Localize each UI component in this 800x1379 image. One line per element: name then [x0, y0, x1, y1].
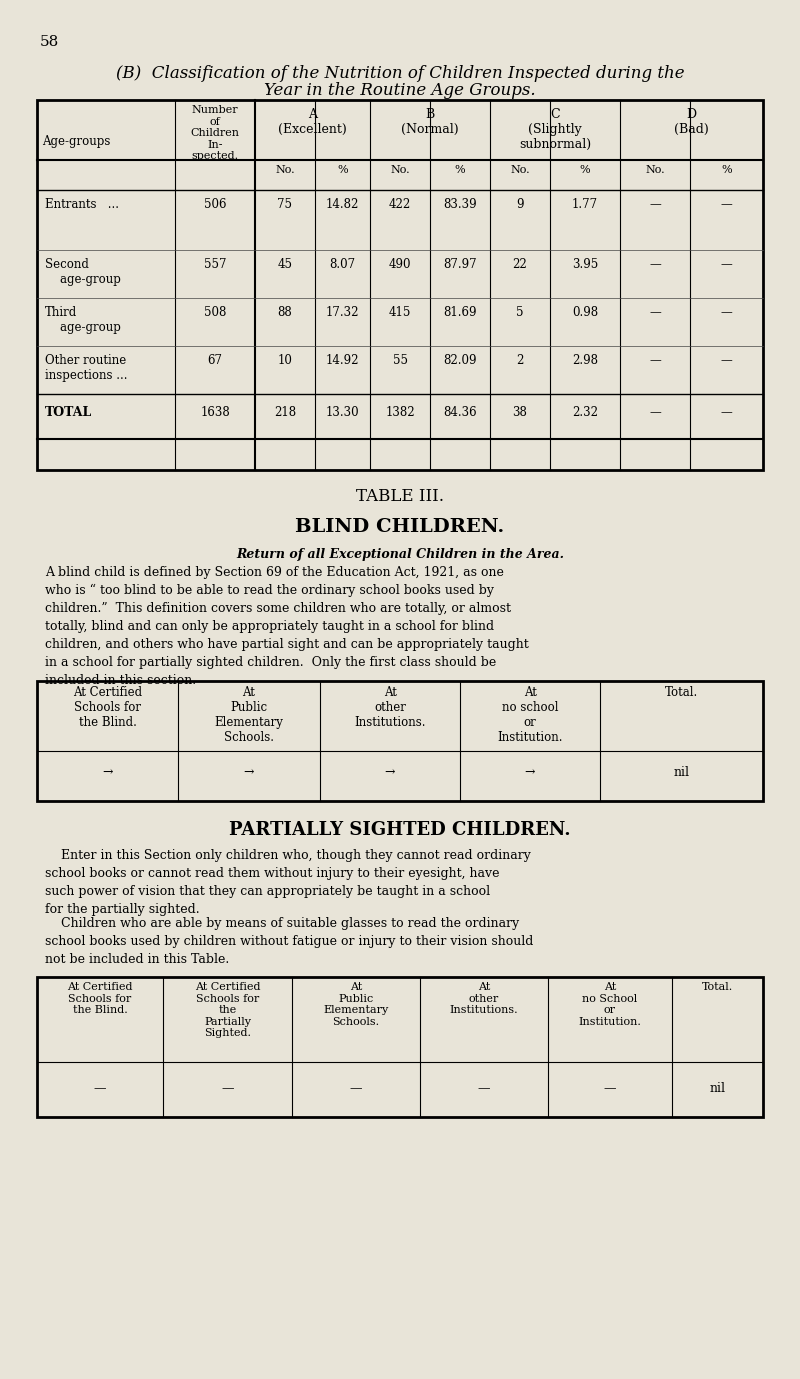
Text: At Certified
Schools for
the Blind.: At Certified Schools for the Blind. [67, 982, 133, 1015]
Text: —: — [649, 258, 661, 272]
Text: 45: 45 [278, 258, 293, 272]
Text: 81.69: 81.69 [443, 306, 477, 319]
Text: TABLE III.: TABLE III. [356, 488, 444, 505]
Text: TOTAL: TOTAL [45, 405, 92, 419]
Text: —: — [94, 1083, 106, 1095]
Text: 87.97: 87.97 [443, 258, 477, 272]
Text: 75: 75 [278, 199, 293, 211]
Text: 22: 22 [513, 258, 527, 272]
Text: PARTIALLY SIGHTED CHILDREN.: PARTIALLY SIGHTED CHILDREN. [229, 821, 571, 838]
Text: Entrants   ...: Entrants ... [45, 199, 119, 211]
Text: (B)  Classification of the Nutrition of Children Inspected during the: (B) Classification of the Nutrition of C… [116, 65, 684, 81]
Text: →: → [102, 765, 113, 779]
Text: —: — [721, 306, 732, 319]
Text: —: — [721, 354, 732, 367]
Text: No.: No. [510, 165, 530, 175]
Text: 17.32: 17.32 [326, 306, 359, 319]
Text: 84.36: 84.36 [443, 405, 477, 419]
Text: At
no school
or
Institution.: At no school or Institution. [498, 685, 562, 745]
Text: —: — [649, 354, 661, 367]
Text: 55: 55 [393, 354, 407, 367]
Text: 557: 557 [204, 258, 226, 272]
Text: 83.39: 83.39 [443, 199, 477, 211]
Text: 1.77: 1.77 [572, 199, 598, 211]
Text: At
Public
Elementary
Schools.: At Public Elementary Schools. [214, 685, 283, 745]
Text: —: — [350, 1083, 362, 1095]
Text: —: — [721, 258, 732, 272]
Text: —: — [649, 306, 661, 319]
Bar [37, 101, 763, 470]
Text: At Certified
Schools for
the
Partially
Sighted.: At Certified Schools for the Partially S… [194, 982, 260, 1038]
Text: 13.30: 13.30 [326, 405, 359, 419]
Text: 10: 10 [278, 354, 293, 367]
Text: Age-groups: Age-groups [42, 135, 110, 148]
Text: %: % [454, 165, 466, 175]
Text: At
Public
Elementary
Schools.: At Public Elementary Schools. [323, 982, 389, 1027]
Text: Third
    age-group: Third age-group [45, 306, 121, 334]
Text: Other routine
inspections ...: Other routine inspections ... [45, 354, 127, 382]
Text: D
(Bad): D (Bad) [674, 108, 709, 137]
Text: Children who are able by means of suitable glasses to read the ordinary
school b: Children who are able by means of suitab… [45, 917, 534, 967]
Text: BLIND CHILDREN.: BLIND CHILDREN. [295, 519, 505, 536]
Text: —: — [222, 1083, 234, 1095]
Text: At
no School
or
Institution.: At no School or Institution. [578, 982, 642, 1027]
Text: 508: 508 [204, 306, 226, 319]
Text: 14.92: 14.92 [326, 354, 359, 367]
Text: %: % [721, 165, 732, 175]
Text: —: — [478, 1083, 490, 1095]
Text: 0.98: 0.98 [572, 306, 598, 319]
Text: At Certified
Schools for
the Blind.: At Certified Schools for the Blind. [73, 685, 142, 729]
Text: 5: 5 [516, 306, 524, 319]
Text: Total.: Total. [665, 685, 698, 699]
Text: 3.95: 3.95 [572, 258, 598, 272]
Text: →: → [525, 765, 535, 779]
Text: 38: 38 [513, 405, 527, 419]
Text: 14.82: 14.82 [326, 199, 359, 211]
Text: —: — [649, 405, 661, 419]
Text: At
other
Institutions.: At other Institutions. [450, 982, 518, 1015]
Text: 1382: 1382 [385, 405, 415, 419]
Text: C
(Slightly
subnormal): C (Slightly subnormal) [519, 108, 591, 150]
Text: Second
    age-group: Second age-group [45, 258, 121, 285]
Text: —: — [721, 405, 732, 419]
Text: No.: No. [645, 165, 665, 175]
Text: 8.07: 8.07 [330, 258, 355, 272]
Text: %: % [580, 165, 590, 175]
Text: 58: 58 [40, 34, 59, 50]
Text: A
(Excellent): A (Excellent) [278, 108, 347, 137]
Text: 218: 218 [274, 405, 296, 419]
Text: —: — [721, 199, 732, 211]
Text: 2.98: 2.98 [572, 354, 598, 367]
Text: 67: 67 [207, 354, 222, 367]
Text: 82.09: 82.09 [443, 354, 477, 367]
Text: 1638: 1638 [200, 405, 230, 419]
Text: nil: nil [710, 1083, 726, 1095]
Text: 2.32: 2.32 [572, 405, 598, 419]
Text: 506: 506 [204, 199, 226, 211]
Text: nil: nil [674, 765, 690, 779]
Text: 490: 490 [389, 258, 411, 272]
Text: —: — [649, 199, 661, 211]
Text: Enter in this Section only children who, though they cannot read ordinary
school: Enter in this Section only children who,… [45, 849, 531, 916]
Text: →: → [385, 765, 395, 779]
Text: Return of all Exceptional Children in the Area.: Return of all Exceptional Children in th… [236, 547, 564, 561]
Text: %: % [337, 165, 348, 175]
Text: Year in the Routine Age Groups.: Year in the Routine Age Groups. [264, 81, 536, 99]
Text: No.: No. [390, 165, 410, 175]
Text: B
(Normal): B (Normal) [401, 108, 459, 137]
Bar [37, 681, 763, 801]
Text: 88: 88 [278, 306, 292, 319]
Text: No.: No. [275, 165, 295, 175]
Text: 2: 2 [516, 354, 524, 367]
Text: —: — [604, 1083, 616, 1095]
Text: 415: 415 [389, 306, 411, 319]
Bar [37, 976, 763, 1117]
Text: Number
of
Children
In-
spected.: Number of Children In- spected. [190, 105, 239, 161]
Text: A blind child is defined by Section 69 of the Education Act, 1921, as one
who is: A blind child is defined by Section 69 o… [45, 565, 529, 687]
Text: 9: 9 [516, 199, 524, 211]
Text: →: → [244, 765, 254, 779]
Text: 422: 422 [389, 199, 411, 211]
Text: Total.: Total. [702, 982, 733, 992]
Text: At
other
Institutions.: At other Institutions. [354, 685, 426, 729]
